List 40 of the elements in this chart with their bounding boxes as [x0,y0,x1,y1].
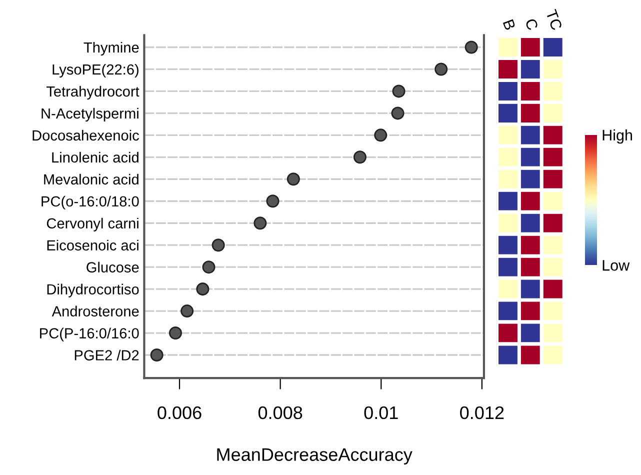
y-tick-label: Tetrahydrocort [46,86,140,100]
x-tick-label: 0.01 [364,406,398,420]
x-tick-label: B [502,19,516,31]
x-tick-label: 0.008 [258,406,302,420]
point [202,260,216,274]
y-tick-label: Androsterone [52,306,139,316]
point [180,304,194,318]
point [254,216,267,230]
point [168,326,182,340]
point [464,40,478,54]
point [374,128,388,142]
x-tick-label: 0.006 [158,406,202,420]
y-tick-label: Glucose [86,262,139,273]
y-tick-label: Docosahexenoic [32,130,139,141]
point [266,194,280,208]
y-tick-label: Cervonyl carni [46,218,138,232]
x-tick-label: 0.012 [460,406,504,420]
point [392,84,406,98]
y-tick-label: PGE2 /D2 [74,350,139,360]
x-axis-title: MeanDecreaseAccuracy [217,448,412,465]
color-bar-label: Low [602,260,630,271]
y-tick-label: Eicosenoic aci [47,240,138,251]
point [212,238,225,252]
y-tick-label: Dihydrocortiso [47,284,139,298]
y-tick-label: Mevalonic acid [44,174,138,185]
x-tick-label: C [524,18,538,31]
point [286,172,300,186]
point [391,106,404,120]
point [150,348,164,362]
y-tick-label: N-Acetylspermi [42,108,138,122]
color-bar-label: High [602,129,632,144]
point [196,282,210,296]
y-tick-label: PC(o-16:0/18:0 [42,196,139,210]
point [434,62,448,76]
y-tick-label: Thymine [84,42,139,56]
y-tick-label: PC(P-16:0/16:0 [40,328,139,342]
y-tick-label: LysoPE(22:6) [52,64,138,78]
x-tick-label: TC [546,8,562,31]
y-tick-label: Linolenic acid [52,152,138,163]
point [353,150,366,164]
